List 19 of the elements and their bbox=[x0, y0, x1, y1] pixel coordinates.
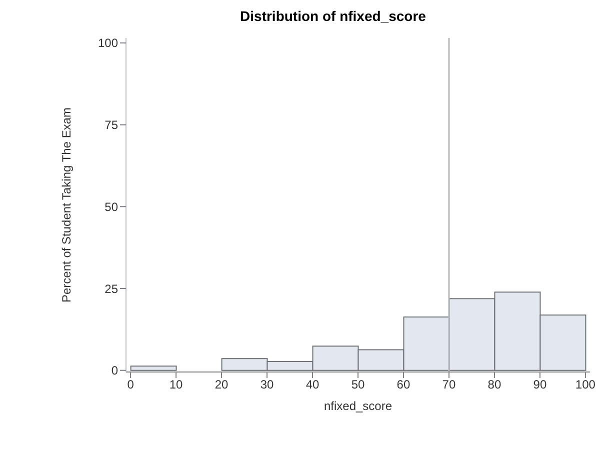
y-axis-title: Percent of Student Taking The Exam bbox=[59, 107, 74, 303]
x-tick-label: 30 bbox=[260, 378, 274, 392]
y-tick-label: 100 bbox=[98, 36, 118, 50]
y-tick-label: 0 bbox=[111, 364, 118, 378]
x-tick-label: 80 bbox=[488, 378, 502, 392]
x-tick-label: 90 bbox=[533, 378, 547, 392]
x-tick-label: 20 bbox=[214, 378, 229, 392]
chart-title: Distribution of nfixed_score bbox=[239, 8, 427, 24]
x-tick-label: 50 bbox=[351, 378, 365, 392]
x-tick-label: 10 bbox=[169, 378, 184, 392]
x-tick-label: 70 bbox=[442, 378, 456, 392]
y-tick-label: 50 bbox=[104, 200, 118, 214]
x-tick-label: 40 bbox=[306, 378, 320, 392]
x-axis-title: nfixed_score bbox=[324, 399, 392, 413]
x-tick-label: 0 bbox=[127, 378, 134, 392]
y-tick-label: 25 bbox=[104, 282, 118, 296]
x-tick-label: 100 bbox=[575, 378, 596, 392]
y-tick-label: 75 bbox=[104, 118, 118, 132]
x-tick-label: 60 bbox=[396, 378, 410, 392]
